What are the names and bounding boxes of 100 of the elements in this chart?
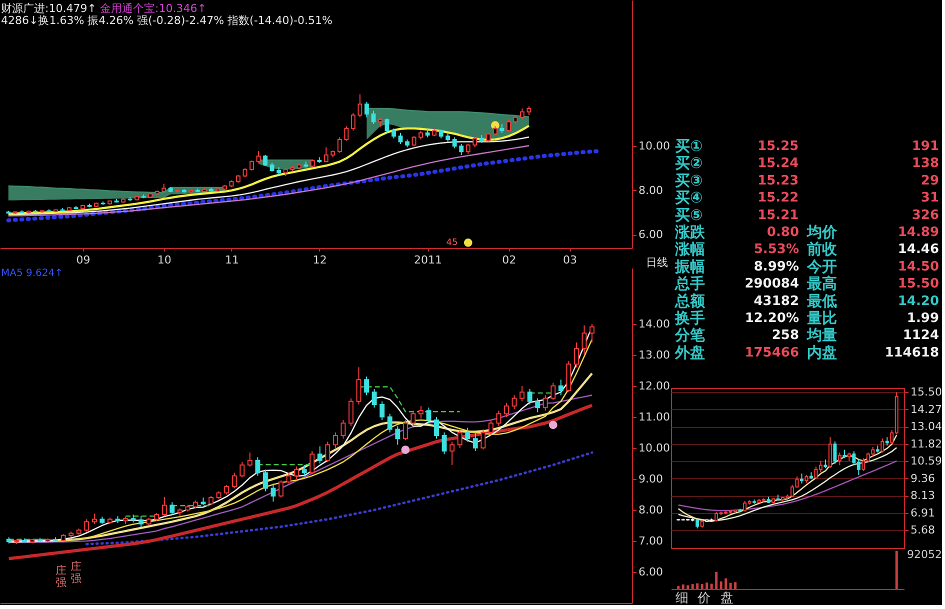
text: 1.99 <box>906 311 939 326</box>
candlestick <box>472 136 478 148</box>
candlestick <box>92 513 97 524</box>
candlestick <box>465 427 470 442</box>
y-tick-label: 9.36 <box>910 472 935 485</box>
bar <box>696 583 699 589</box>
candlestick <box>590 323 594 343</box>
text: 涨跌 <box>674 223 706 241</box>
candlestick <box>278 480 284 498</box>
annotation: 财源广进:10.479↑ <box>1 2 96 15</box>
candlestick <box>208 495 214 506</box>
x-tick-label: 12 <box>312 254 327 266</box>
line-series <box>678 447 898 522</box>
text: 最高 <box>806 274 837 293</box>
candlestick <box>838 452 842 466</box>
y-tick-label: 8.13 <box>910 489 935 502</box>
bar <box>706 582 708 589</box>
candlestick <box>459 143 464 156</box>
y-tick-label: 10.00 <box>638 441 670 454</box>
candlestick <box>250 160 254 171</box>
candlestick <box>395 426 400 446</box>
candlestick <box>520 385 525 402</box>
annotation: 金用通个宝:10.346↑ <box>100 2 206 15</box>
x-tick-label: 02 <box>502 254 516 266</box>
text: 12.20% <box>744 311 799 326</box>
annotation: 庄强 <box>56 564 66 589</box>
text: 258 <box>772 328 799 344</box>
candlestick <box>504 402 509 418</box>
candlestick <box>84 518 90 532</box>
candlestick <box>527 388 532 405</box>
text: 14.50 <box>898 259 939 274</box>
text: 14.46 <box>898 242 939 258</box>
y-tick-label: 15.50 <box>910 386 942 399</box>
candlestick <box>450 441 455 466</box>
y-tick-label: 8.00 <box>638 184 663 197</box>
candlestick <box>350 112 356 132</box>
x-tick-label: 2011 <box>414 254 442 266</box>
annotation: 45 <box>446 238 458 248</box>
candlestick <box>828 436 832 468</box>
text: 15.22 31 <box>758 190 939 206</box>
text: 买⑤ <box>675 206 703 224</box>
text: 0.80 <box>766 225 799 240</box>
candlestick <box>286 472 292 484</box>
candlestick <box>324 146 328 163</box>
y-tick-label: 6.91 <box>910 506 935 520</box>
candlestick <box>387 413 392 433</box>
candlestick <box>325 441 330 462</box>
candlestick <box>380 400 385 420</box>
bar <box>715 572 718 589</box>
candlestick <box>582 324 587 356</box>
bar <box>700 584 704 589</box>
text: 最低 <box>806 292 837 310</box>
candlestick <box>262 469 268 492</box>
y-tick-label: 13.00 <box>638 348 670 362</box>
candlestick <box>263 154 268 167</box>
text: 14.20 <box>898 294 939 309</box>
candlestick <box>270 483 276 502</box>
text: 量比 <box>806 309 837 327</box>
candlestick <box>472 432 478 452</box>
text: 290084 <box>744 276 799 292</box>
candlestick <box>310 450 315 475</box>
bar <box>686 585 690 589</box>
x-tick-label: 09 <box>76 254 90 266</box>
text: 1124 <box>902 328 939 344</box>
line-series <box>6 149 599 222</box>
candlestick <box>371 110 376 124</box>
candlestick <box>520 108 524 120</box>
y-tick-label: 12.00 <box>638 379 670 392</box>
y-tick-label: 8.00 <box>638 503 663 516</box>
text: 买④ <box>675 188 703 207</box>
y-tick-label: 14.00 <box>638 317 670 330</box>
line-series <box>678 460 898 512</box>
candlestick <box>392 128 396 139</box>
candlestick <box>410 410 416 427</box>
candlestick <box>426 407 432 424</box>
text: 14.89 <box>898 225 939 240</box>
text: 总额 <box>674 292 706 310</box>
candlestick <box>255 456 260 476</box>
candlestick <box>535 398 540 413</box>
y-tick-label: 11.82 <box>910 437 942 450</box>
text: 涨幅 <box>674 240 705 258</box>
y-tick-label: 14.27 <box>910 402 942 416</box>
candlestick <box>466 143 470 154</box>
candlestick <box>452 136 457 149</box>
candlestick <box>574 342 579 368</box>
candlestick <box>356 366 362 405</box>
candlestick <box>398 132 403 144</box>
bar <box>895 551 898 589</box>
candlestick <box>542 394 548 412</box>
x-tick-label: 10 <box>157 254 172 266</box>
candlestick <box>317 446 322 464</box>
text: 175466 <box>744 345 799 360</box>
y-tick-label: 11.00 <box>638 410 670 424</box>
candlestick <box>558 379 564 396</box>
candlestick <box>344 126 349 142</box>
bar <box>682 584 684 589</box>
text: 15.21 326 <box>758 208 939 223</box>
candlestick <box>224 484 230 495</box>
bar <box>691 584 694 589</box>
annotation: 庄强 <box>70 560 82 585</box>
